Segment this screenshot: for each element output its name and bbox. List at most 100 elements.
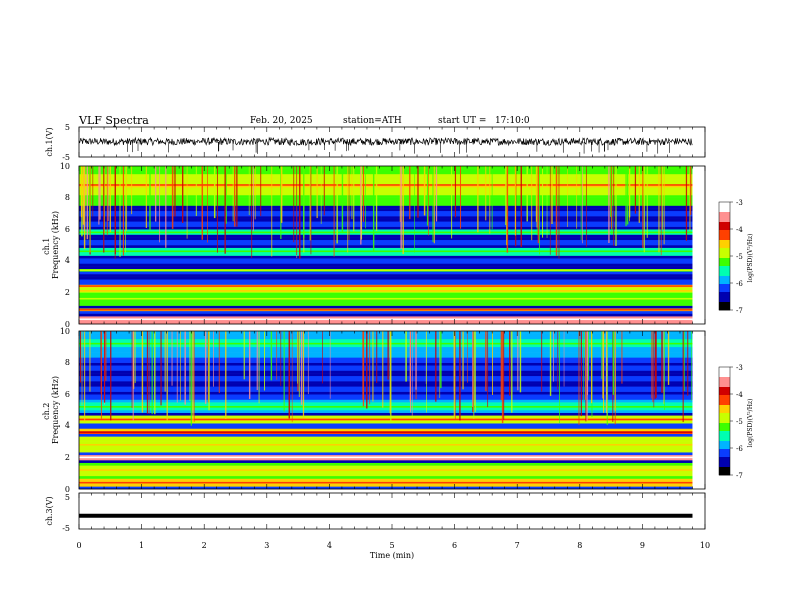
ch2-cbar-tick-m5: -5 <box>736 418 743 426</box>
ch1-spectrogram-ylabel: ch.1 Frequency (kHz) <box>42 211 60 279</box>
spectrogram-sferic <box>100 331 102 419</box>
spectrogram-sferic <box>691 331 692 401</box>
spectrogram-sferic <box>353 166 355 232</box>
spectrogram-sferic <box>293 166 295 243</box>
colorbar-cell <box>719 445 730 448</box>
spectrogram-sferic <box>299 166 301 259</box>
spectrogram-sferic <box>455 331 456 420</box>
colorbar-cell <box>719 415 730 418</box>
spectrogram-sferic <box>201 166 204 240</box>
spectrogram-sferic <box>519 331 522 393</box>
ch2-ylabel-channel: ch.2 <box>42 403 51 420</box>
spectrogram-sferic <box>297 331 299 392</box>
spectrogram-sferic <box>689 166 692 215</box>
colorbar-cell <box>719 276 730 279</box>
spectrogram-row <box>79 305 693 309</box>
spectrogram-sferic <box>270 331 273 381</box>
spectrogram-sferic <box>582 166 583 244</box>
spectrogram-sferic <box>280 166 283 223</box>
spectrogram-sferic <box>586 331 588 421</box>
ch2-colorbar <box>718 366 733 476</box>
spectrogram-sferic <box>541 331 543 392</box>
colorbar-cell <box>719 262 730 265</box>
ch3-trace-ticks <box>78 493 706 529</box>
spectrogram-band <box>79 481 693 484</box>
spectrogram-sferic <box>485 166 487 221</box>
colorbar-cell <box>719 204 730 207</box>
spectrogram-sferic <box>316 166 318 219</box>
spectrogram-sferic <box>423 166 426 216</box>
colorbar-cell <box>719 413 730 416</box>
spectrogram-row <box>79 349 693 353</box>
spectrogram-sferic <box>610 166 612 229</box>
colorbar-cell <box>719 304 730 307</box>
spectrogram-sferic <box>213 331 214 387</box>
spectrogram-sferic <box>105 331 107 381</box>
spectrogram-row <box>79 412 693 416</box>
spectrogram-row <box>79 428 693 432</box>
spectrogram-sferic <box>477 166 479 233</box>
spectrogram-row <box>79 181 693 185</box>
colorbar-cell <box>719 409 730 412</box>
colorbar-cell <box>719 278 730 281</box>
spectrogram-sferic <box>225 166 227 224</box>
spectrogram-sferic <box>542 166 544 238</box>
spectrogram-sferic <box>611 166 613 235</box>
ch2-spectrogram-ylabel: ch.2 Frequency (kHz) <box>42 376 60 444</box>
spectrogram-row <box>79 281 693 285</box>
colorbar-cell <box>719 467 730 470</box>
colorbar-cell <box>719 455 730 458</box>
spectrogram-row <box>79 216 693 219</box>
spectrogram-sferic <box>663 331 665 404</box>
spectrogram-row <box>79 486 693 490</box>
spectrogram-sferic <box>264 331 265 391</box>
spectrogram-sferic <box>634 166 637 214</box>
spectrogram-row <box>79 179 693 183</box>
spectrogram-row <box>79 370 693 374</box>
colorbar-cell <box>719 385 730 388</box>
spectrogram-sferic <box>254 166 256 220</box>
spectrogram-row <box>79 352 693 355</box>
spectrogram-row <box>79 252 693 256</box>
spectrogram-sferic <box>98 166 100 225</box>
date-label: Feb. 20, 2025 <box>250 116 313 126</box>
spectrogram-sferic <box>509 331 511 396</box>
spectrogram-sferic <box>288 331 291 419</box>
colorbar-cell <box>719 272 730 275</box>
spectrogram-sferic <box>81 331 83 406</box>
spectrogram-sferic <box>501 331 504 424</box>
spectrogram-row <box>79 229 693 233</box>
ch1-waveform-path <box>78 136 693 147</box>
ch1-ylabel-frequency: Frequency (kHz) <box>51 211 60 279</box>
spectrogram-sferic <box>451 166 453 239</box>
spectrogram-sferic <box>660 166 662 256</box>
spectrogram-sferic <box>643 166 645 253</box>
spectrogram-row <box>79 300 693 304</box>
spectrogram-sferic <box>612 331 615 395</box>
spectrogram-sferic <box>148 331 150 414</box>
spectrogram-sferic <box>291 331 293 423</box>
colorbar-cell <box>719 274 730 277</box>
spectrogram-row <box>79 462 693 466</box>
ch2-cbar-tick-m3: -3 <box>736 364 743 372</box>
spectrogram-row <box>79 237 693 241</box>
spectrogram-sferic <box>195 166 197 217</box>
ch2-cbar-tick-m7: -7 <box>736 472 743 480</box>
spectrogram-row <box>79 258 693 262</box>
ch1-ytick-bottom: -5 <box>62 153 70 162</box>
spectrogram-band <box>79 456 693 459</box>
spectrogram-row <box>79 373 693 377</box>
start-time-label: start UT = 17:10:0 <box>438 116 530 126</box>
spectrogram-sferic <box>625 166 627 227</box>
ch2-ytick-8: 8 <box>65 358 70 367</box>
spectrogram-band <box>79 231 693 234</box>
spectrogram-sferic <box>372 166 375 252</box>
spectrogram-sferic <box>491 166 493 230</box>
time-tick-label: 10 <box>700 541 710 550</box>
spectrogram-sferic <box>453 331 455 419</box>
spectrogram-sferic <box>576 166 578 229</box>
spectrogram-sferic <box>511 331 513 413</box>
figure-title: VLF Spectra <box>78 114 149 127</box>
spectrogram-sferic <box>588 331 590 381</box>
colorbar-cell <box>719 437 730 440</box>
